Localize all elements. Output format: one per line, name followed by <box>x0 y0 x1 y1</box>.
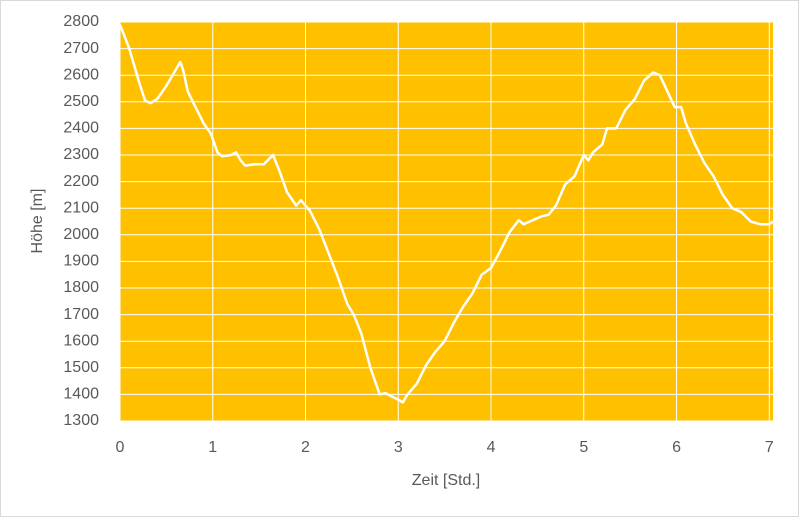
line <box>118 24 774 404</box>
y-tick-label: 2700 <box>63 40 99 57</box>
x-tick-label: 1 <box>208 439 217 456</box>
plot-area <box>120 22 773 421</box>
y-tick-label: 1800 <box>63 279 99 296</box>
y-tick-label: 2800 <box>63 13 99 30</box>
y-tick-label: 2000 <box>63 226 99 243</box>
y-tick-label: 1700 <box>63 306 99 323</box>
x-tick-label: 5 <box>579 439 588 456</box>
y-tick-label: 1900 <box>63 253 99 270</box>
x-tick-label: 4 <box>487 439 496 456</box>
y-tick-label: 2100 <box>63 199 99 216</box>
x-axis-title: Zeit [Std.] <box>412 472 480 489</box>
y-tick-label: 1600 <box>63 332 99 349</box>
y-tick-label: 2400 <box>63 120 99 137</box>
y-tick-label: 1300 <box>63 412 99 429</box>
y-tick-label: 2600 <box>63 66 99 83</box>
x-tick-label: 3 <box>394 439 403 456</box>
x-tick-label: 2 <box>301 439 310 456</box>
y-axis-title: Höhe [m] <box>29 189 46 254</box>
y-tick-label: 1400 <box>63 386 99 403</box>
x-tick-label: 0 <box>116 439 125 456</box>
y-tick-label: 2200 <box>63 173 99 190</box>
y-tick-label: 2500 <box>63 93 99 110</box>
x-tick-label: 7 <box>765 439 774 456</box>
y-tick-label: 2300 <box>63 146 99 163</box>
y-tick-label: 1500 <box>63 359 99 376</box>
x-tick-label: 6 <box>672 439 681 456</box>
